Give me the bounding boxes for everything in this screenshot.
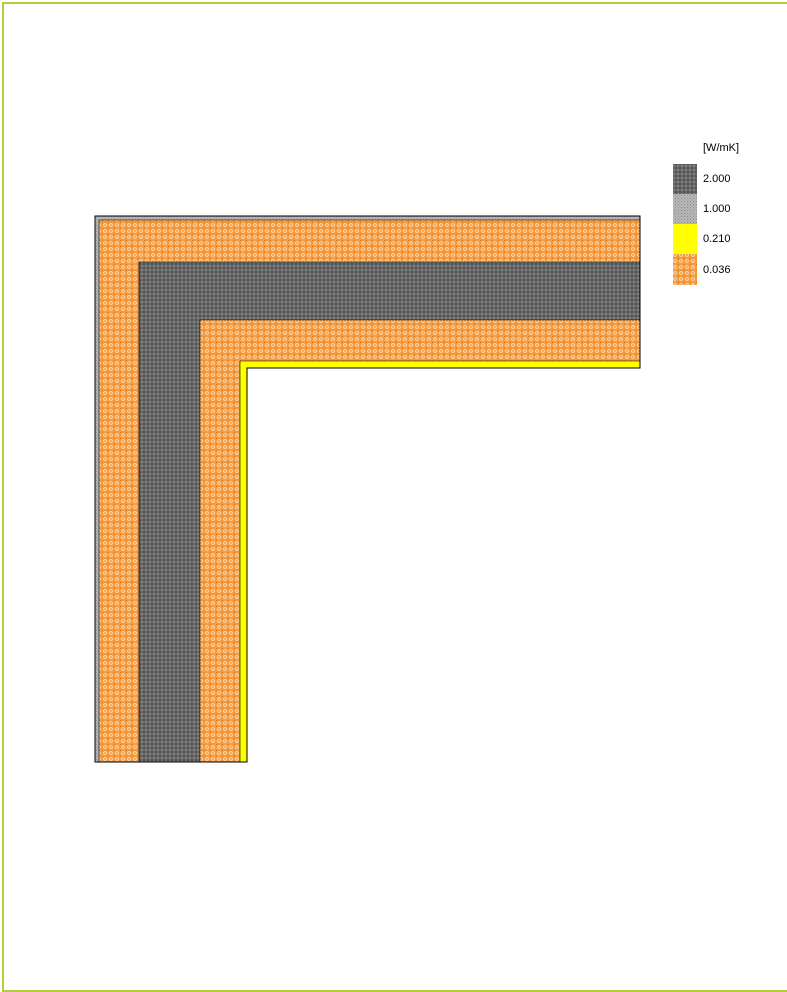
legend-swatch-dark bbox=[673, 164, 697, 194]
layer-core bbox=[139, 262, 640, 762]
layer-inner-lining bbox=[240, 361, 640, 762]
cross-section-drawing: [W/mK] 2.000 1.000 0.210 0.036 bbox=[94, 142, 739, 763]
legend: [W/mK] 2.000 1.000 0.210 0.036 bbox=[673, 142, 739, 285]
legend-value: 0.036 bbox=[703, 264, 731, 276]
legend-swatch-grey bbox=[673, 194, 697, 224]
cross-section-layers bbox=[94, 215, 641, 763]
layer-inner-insulation bbox=[200, 320, 640, 762]
layer-boundary-lines bbox=[98, 219, 640, 762]
legend-value: 0.210 bbox=[703, 233, 731, 245]
section-outline bbox=[94, 215, 641, 763]
legend-swatch-orange bbox=[673, 254, 697, 285]
legend-swatch-yellow bbox=[673, 224, 697, 254]
legend-value: 2.000 bbox=[703, 173, 731, 185]
legend-unit: [W/mK] bbox=[703, 142, 739, 154]
legend-value: 1.000 bbox=[703, 203, 731, 215]
